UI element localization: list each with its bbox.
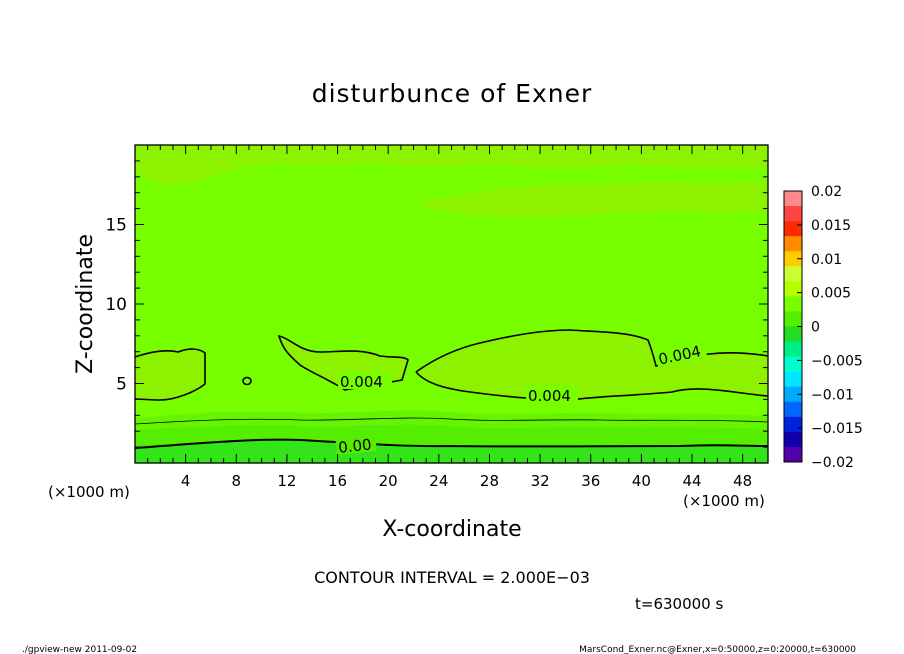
colorbar-tick-label: 0.02 (811, 184, 842, 200)
x-tick-label: 12 (277, 472, 296, 490)
colorbar-swatch (784, 386, 802, 403)
band-upper-light (420, 181, 768, 217)
contour-line (134, 348, 206, 401)
y-tick-label: 15 (105, 216, 127, 236)
colorbar-tick-label: −0.01 (811, 387, 854, 403)
x-tick-label: 24 (429, 472, 448, 490)
contour-line (277, 334, 409, 391)
colorbar-swatch (784, 326, 802, 343)
x-tick-label: 4 (181, 472, 191, 490)
contour-line (134, 417, 769, 425)
colorbar-swatch (784, 431, 802, 448)
colorbar-swatch (784, 311, 802, 327)
colorbar-tick-label: 0.005 (811, 286, 851, 302)
y-tick-label: 10 (105, 295, 127, 315)
colorbar-ticks: 0.02 0.015 0.01 0.005 0 −0.005 −0.01 −0.015 −0.0… (797, 184, 863, 471)
band-lower-3 (135, 439, 768, 463)
footer-right: MarsCond_Exner.nc@Exner,x=0:50000,z=0:20… (579, 645, 856, 654)
colorbar-tick-label: 0 (811, 320, 820, 336)
contour-label: 0.00 (337, 435, 372, 456)
band-top-light (135, 145, 768, 186)
contour-labels: 0.004 0.004 0.004 0.00 (335, 339, 708, 457)
filled-contours (135, 145, 768, 463)
x-tick-label: 40 (632, 472, 651, 490)
x-unit-left: (×1000 m) (48, 483, 130, 501)
y-axis-ticks: 5 10 15 (105, 160, 768, 448)
contour-line (134, 438, 769, 449)
colorbar-swatch (784, 296, 802, 312)
colorbar-swatch (784, 191, 802, 207)
label-bg (526, 386, 578, 403)
x-tick-label: 32 (531, 472, 550, 490)
colorbar-swatch (784, 401, 802, 418)
time-text: t=630000 s (635, 595, 723, 613)
colorbar-swatch (784, 416, 802, 433)
colorbar-swatch (784, 221, 802, 237)
colorbar-swatch (784, 371, 802, 388)
contour-interval-text: CONTOUR INTERVAL = 2.000E−03 (314, 568, 590, 587)
lens-left (135, 349, 205, 400)
x-tick-label: 44 (682, 472, 701, 490)
contour-line (242, 376, 252, 386)
lens-right (416, 330, 768, 400)
colorbar (783, 190, 803, 463)
colorbar-swatch (784, 341, 802, 358)
label-bg (654, 339, 708, 368)
colorbar-swatch (784, 356, 802, 373)
x-tick-label: 8 (232, 472, 242, 490)
x-axis-label: X-coordinate (382, 517, 521, 542)
colorbar-tick-label: −0.015 (811, 421, 863, 437)
colorbar-tick-label: −0.02 (811, 455, 854, 471)
x-tick-label: 36 (581, 472, 600, 490)
chart-title: disturbunce of Exner (312, 79, 593, 108)
colorbar-swatch (784, 446, 802, 463)
contour-label: 0.004 (528, 387, 571, 405)
colorbar-swatch (784, 281, 802, 297)
colorbar-tick-label: 0.015 (811, 218, 851, 234)
x-unit-right: (×1000 m) (683, 492, 765, 510)
x-axis-ticks: 4 8 12 16 20 24 28 32 36 40 44 48 (147, 145, 756, 490)
colorbar-tick-label: 0.01 (811, 252, 842, 268)
colorbar-swatch (784, 251, 802, 267)
y-axis-label: Z-coordinate (73, 234, 98, 374)
colorbar-swatch (784, 206, 802, 222)
colorbar-swatch (784, 266, 802, 282)
colorbar-tick-label: −0.005 (811, 353, 863, 369)
x-tick-label: 28 (480, 472, 499, 490)
footer-left: ./gpview-new 2011-09-02 (22, 645, 137, 654)
colorbar-swatch (784, 236, 802, 252)
y-tick-label: 5 (116, 375, 127, 395)
contour-label: 0.004 (340, 373, 383, 391)
x-tick-label: 48 (733, 472, 752, 490)
label-bg (338, 372, 392, 389)
x-tick-label: 16 (328, 472, 347, 490)
label-bg (335, 433, 377, 456)
x-tick-label: 20 (379, 472, 398, 490)
